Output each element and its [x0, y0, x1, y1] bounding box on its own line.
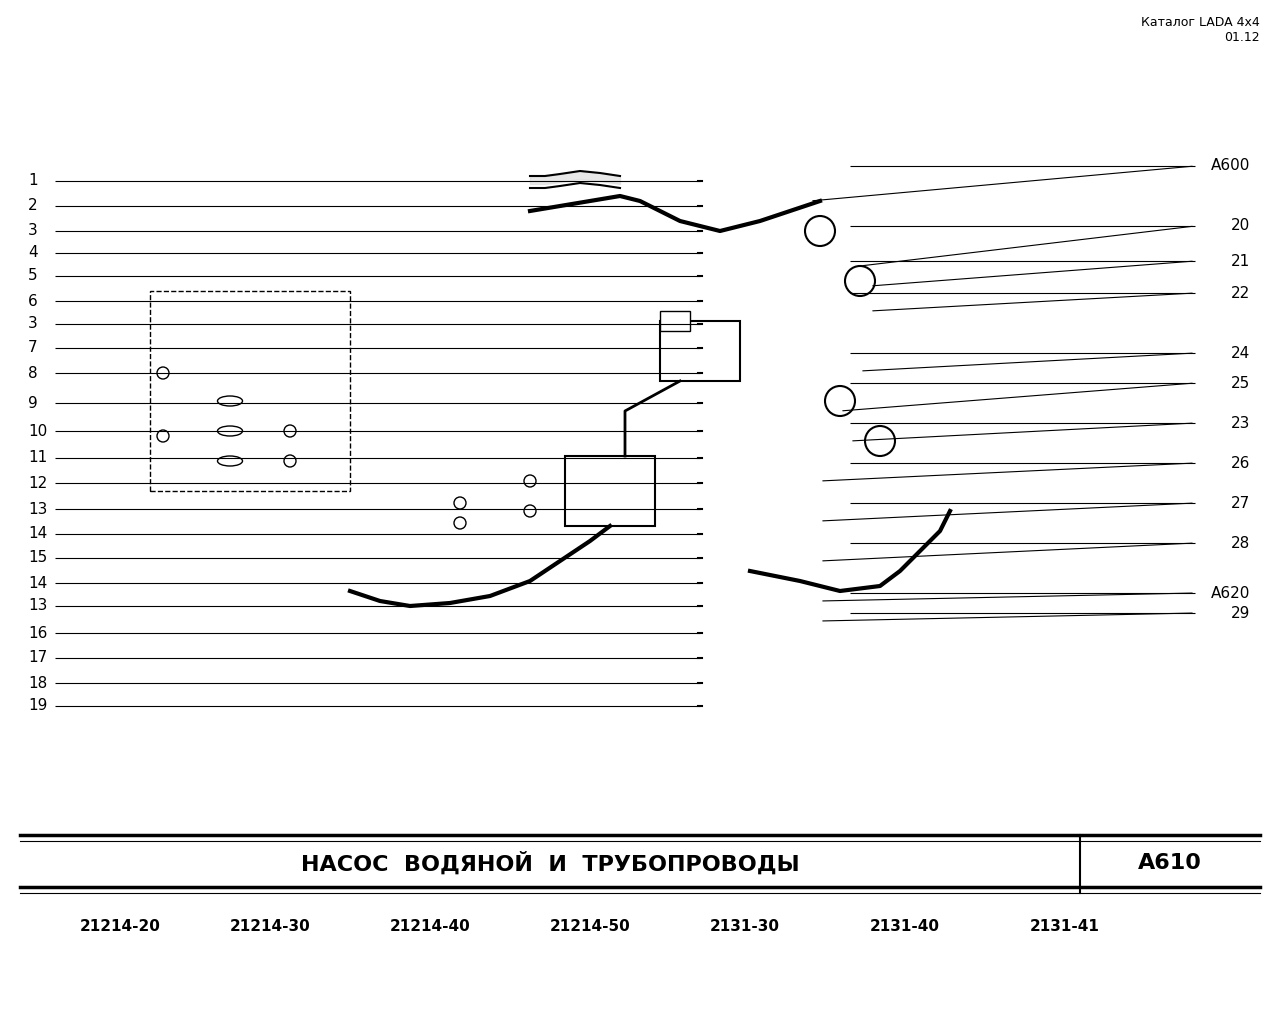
Text: 15: 15	[28, 550, 47, 566]
Text: 01.12: 01.12	[1225, 31, 1260, 44]
Text: 3: 3	[28, 224, 37, 239]
Text: 3: 3	[28, 317, 37, 332]
Text: 26: 26	[1230, 455, 1251, 471]
Text: 16: 16	[28, 626, 47, 640]
Text: 21214-20: 21214-20	[79, 919, 161, 933]
Text: 27: 27	[1231, 495, 1251, 510]
Circle shape	[284, 455, 296, 467]
Text: 24: 24	[1231, 345, 1251, 360]
Text: 21214-30: 21214-30	[230, 919, 311, 933]
Bar	[660, 321, 740, 381]
Text: А610: А610	[1138, 853, 1202, 873]
Text: 5: 5	[28, 269, 37, 284]
Text: A620: A620	[1211, 585, 1251, 600]
Text: 9: 9	[28, 395, 37, 410]
Circle shape	[524, 505, 536, 517]
Text: 4: 4	[28, 245, 37, 260]
Bar	[150, 291, 349, 491]
Text: 8: 8	[28, 366, 37, 381]
Circle shape	[157, 430, 169, 442]
Circle shape	[454, 517, 466, 529]
Text: Каталог LADA 4x4: Каталог LADA 4x4	[1142, 16, 1260, 29]
Text: 1: 1	[28, 174, 37, 189]
Text: 23: 23	[1230, 416, 1251, 431]
Text: 17: 17	[28, 650, 47, 666]
Ellipse shape	[218, 396, 242, 406]
Text: 29: 29	[1230, 605, 1251, 621]
Bar	[660, 311, 690, 331]
Ellipse shape	[218, 426, 242, 436]
Text: НАСОС  ВОДЯНОЙ  И  ТРУБОПРОВОДЫ: НАСОС ВОДЯНОЙ И ТРУБОПРОВОДЫ	[301, 852, 799, 875]
Text: 20: 20	[1231, 218, 1251, 234]
Text: 11: 11	[28, 450, 47, 466]
Text: 12: 12	[28, 476, 47, 490]
Text: 19: 19	[28, 698, 47, 714]
Text: 22: 22	[1231, 286, 1251, 300]
Text: 6: 6	[28, 293, 37, 308]
Text: 21214-50: 21214-50	[550, 919, 631, 933]
Text: A600: A600	[1211, 158, 1251, 174]
Circle shape	[524, 475, 536, 487]
Text: 25: 25	[1231, 376, 1251, 390]
Text: 2131-40: 2131-40	[870, 919, 940, 933]
Text: 21: 21	[1231, 253, 1251, 269]
Circle shape	[454, 497, 466, 509]
Text: 18: 18	[28, 676, 47, 690]
Text: 14: 14	[28, 576, 47, 590]
Ellipse shape	[218, 456, 242, 466]
Text: 21214-40: 21214-40	[390, 919, 471, 933]
Text: 2: 2	[28, 198, 37, 213]
Text: 7: 7	[28, 340, 37, 355]
Bar	[564, 456, 655, 526]
Text: 13: 13	[28, 598, 47, 614]
Text: 14: 14	[28, 527, 47, 541]
Text: 2131-30: 2131-30	[710, 919, 780, 933]
Text: 10: 10	[28, 424, 47, 438]
Text: 2131-41: 2131-41	[1030, 919, 1100, 933]
Text: 13: 13	[28, 501, 47, 517]
Circle shape	[284, 425, 296, 437]
Text: 28: 28	[1231, 535, 1251, 550]
Circle shape	[157, 367, 169, 379]
